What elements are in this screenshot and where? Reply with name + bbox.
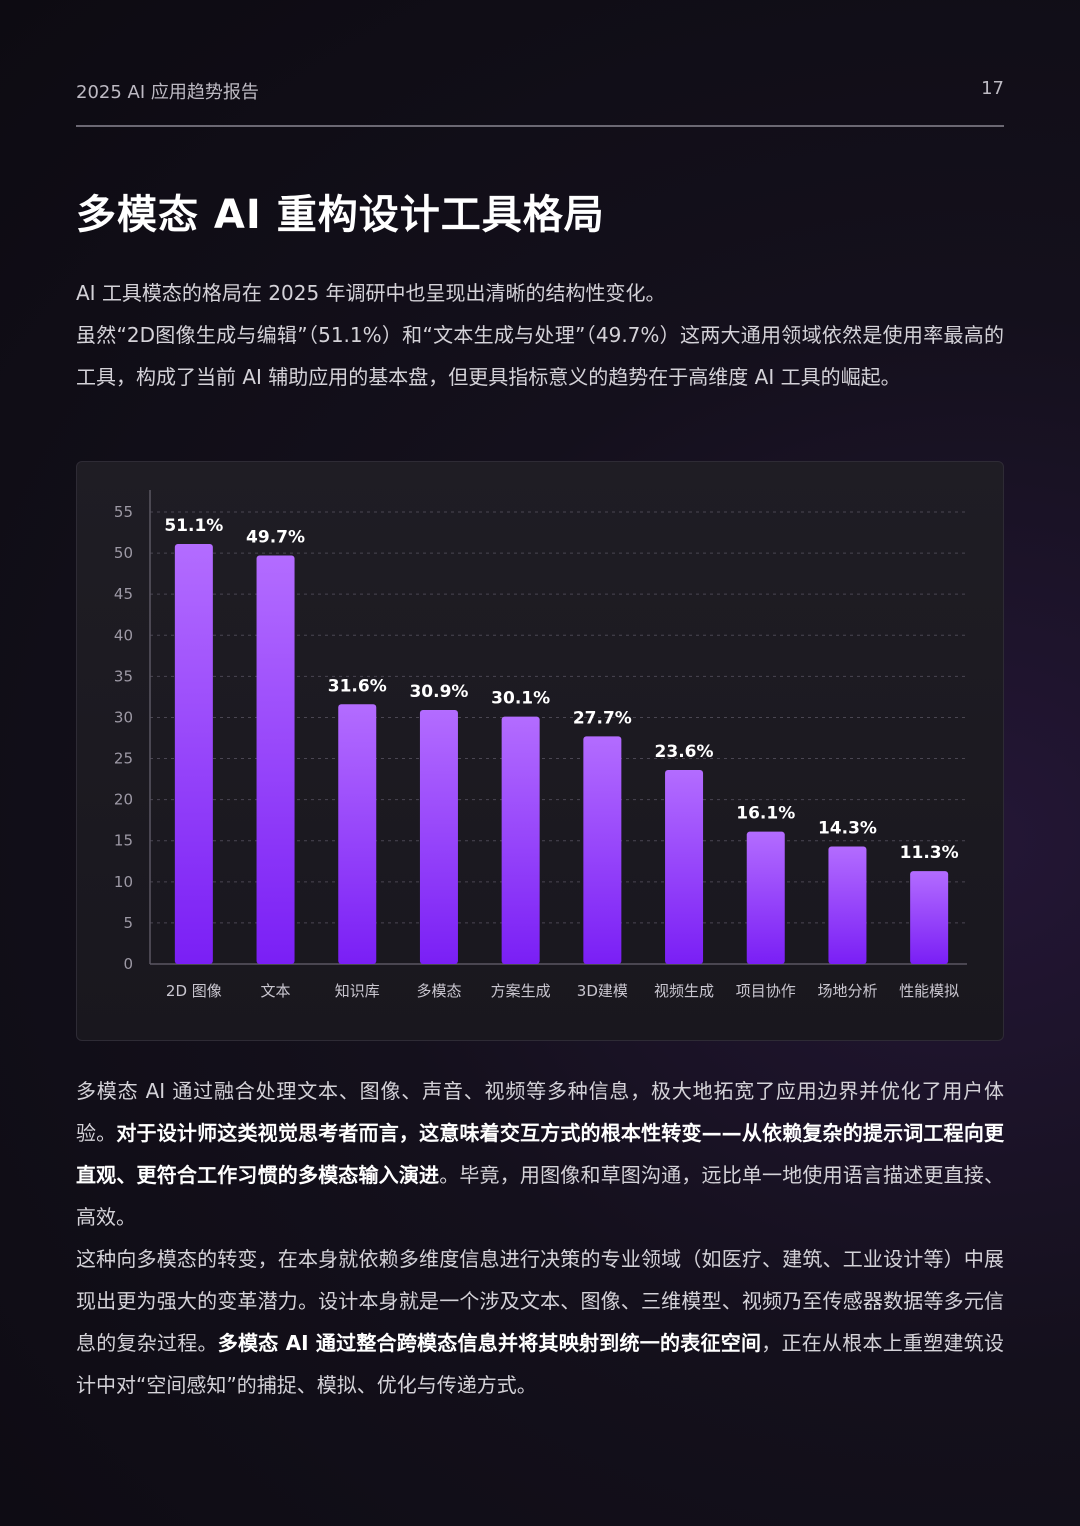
bar-6 xyxy=(583,736,622,964)
bar-5 xyxy=(501,716,540,964)
x-category-label-7: 视频生成 xyxy=(654,982,714,1000)
bar-3 xyxy=(338,704,377,964)
y-tick-label-0: 0 xyxy=(123,955,133,973)
y-tick-label-30: 30 xyxy=(114,708,133,726)
bar-value-label-5: 30.1% xyxy=(491,689,550,709)
x-category-label-2: 文本 xyxy=(261,982,291,1000)
report-page: 2025 AI 应用趋势报告 17 多模态 AI 重构设计工具格局 AI 工具模… xyxy=(76,0,1004,1526)
bar-2 xyxy=(256,555,295,964)
bar-8 xyxy=(746,831,785,964)
bar-value-label-3: 31.6% xyxy=(328,676,387,696)
body-p1-text-b: 。毕竟，用图像和草图沟通，远比单一地使用语言描述更直接、高效。 xyxy=(76,1163,1005,1229)
y-tick-label-50: 50 xyxy=(114,544,133,562)
x-category-label-1: 2D 图像 xyxy=(166,982,222,1000)
intro-text: AI 工具模态的格局在 2025 年调研中也呈现出清晰的结构性变化。 虽然“2D… xyxy=(76,272,1004,398)
page-header: 2025 AI 应用趋势报告 17 xyxy=(76,78,1004,106)
intro-line-2: 虽然“2D图像生成与编辑”（51.1%）和“文本生成与处理”（49.7%）这两大… xyxy=(76,323,1004,389)
bar-value-label-7: 23.6% xyxy=(655,742,714,762)
bar-4 xyxy=(419,710,458,964)
bar-7 xyxy=(665,770,704,964)
x-category-label-4: 多模态 xyxy=(416,982,461,1000)
bar-1 xyxy=(174,544,213,964)
section-title: 多模态 AI 重构设计工具格局 xyxy=(76,192,605,238)
body-p2-emphasis: 多模态 AI 通过整合跨模态信息并将其映射到统一的表征空间 xyxy=(217,1331,762,1355)
body-p2-text-a: 这种向多模态的转变，在本身就依赖多维度信息进行决策的专业领域（如医疗、建筑、工业… xyxy=(76,1247,1004,1355)
y-tick-label-45: 45 xyxy=(114,585,133,603)
bar-chart: 0 5 10 15 20 25 30 35 40 45 50 55 51.1% 2D 图像 49.7% 文本 3… xyxy=(114,490,967,1000)
y-tick-label-10: 10 xyxy=(114,873,133,891)
x-category-label-5: 方案生成 xyxy=(491,982,551,1000)
y-tick-label-25: 25 xyxy=(114,750,133,768)
report-title: 2025 AI 应用趋势报告 xyxy=(76,82,259,103)
body-paragraph-2: 这种向多模态的转变，在本身就依赖多维度信息进行决策的专业领域（如医疗、建筑、工业… xyxy=(76,1238,1004,1406)
body-p1-emphasis: 对于设计师这类视觉思考者而言，这意味着交互方式的根本性转变——从依赖复杂的提示词… xyxy=(76,1121,1005,1187)
bar-chart-card: 0 5 10 15 20 25 30 35 40 45 50 55 51.1% 2D 图像 49.7% 文本 3… xyxy=(76,461,1004,1041)
intro-line-1: AI 工具模态的格局在 2025 年调研中也呈现出清晰的结构性变化。 xyxy=(76,281,666,305)
bar-value-label-2: 49.7% xyxy=(246,528,305,548)
bar-value-label-10: 11.3% xyxy=(900,843,959,863)
x-category-label-9: 场地分析 xyxy=(817,982,877,1000)
x-category-label-10: 性能模拟 xyxy=(899,982,959,1000)
body-p1-text-a: 多模态 AI 通过融合处理文本、图像、声音、视频等多种信息，极大地拓宽了应用边界… xyxy=(76,1079,1004,1145)
bar-value-label-8: 16.1% xyxy=(736,804,795,824)
bar-10 xyxy=(910,871,949,964)
body-paragraph-1: 多模态 AI 通过融合处理文本、图像、声音、视频等多种信息，极大地拓宽了应用边界… xyxy=(76,1070,1004,1238)
bar-value-label-9: 14.3% xyxy=(818,818,877,838)
x-category-label-6: 3D建模 xyxy=(577,982,628,1000)
x-category-label-3: 知识库 xyxy=(335,982,380,1000)
bar-9 xyxy=(828,846,867,964)
chart-bars xyxy=(174,544,949,964)
page-number: 17 xyxy=(981,78,1004,99)
y-tick-label-55: 55 xyxy=(114,503,133,521)
x-category-label-8: 项目协作 xyxy=(736,982,796,1000)
body-text: 多模态 AI 通过融合处理文本、图像、声音、视频等多种信息，极大地拓宽了应用边界… xyxy=(76,1070,1004,1406)
body-p2-text-b: ，正在从根本上重塑建筑设计中对“空间感知”的捕捉、模拟、优化与传递方式。 xyxy=(76,1331,1004,1397)
bar-value-label-4: 30.9% xyxy=(409,682,468,702)
header-divider xyxy=(76,125,1004,127)
y-tick-label-35: 35 xyxy=(114,667,133,685)
y-tick-label-5: 5 xyxy=(123,914,133,932)
bar-value-label-6: 27.7% xyxy=(573,708,632,728)
chart-labels: 0 5 10 15 20 25 30 35 40 45 50 55 51.1% 2D 图像 49.7% 文本 3… xyxy=(114,503,959,1000)
y-tick-label-15: 15 xyxy=(114,832,133,850)
y-tick-label-20: 20 xyxy=(114,791,133,809)
y-tick-label-40: 40 xyxy=(114,626,133,644)
bar-value-label-1: 51.1% xyxy=(164,516,223,536)
